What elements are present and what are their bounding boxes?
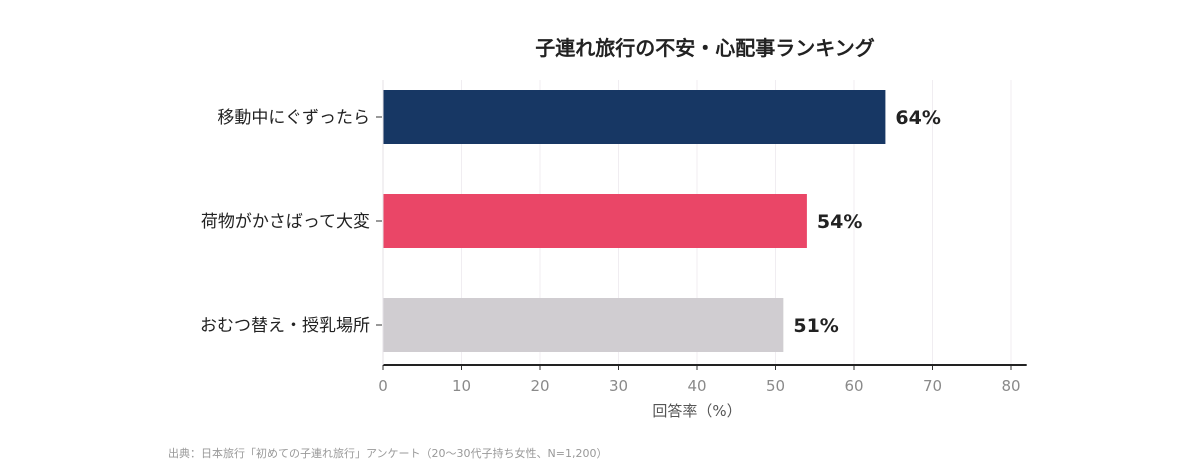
- x-tick-label: 50: [766, 377, 785, 395]
- data-label: 54%: [817, 211, 862, 233]
- category-label: 荷物がかさばって大変: [201, 212, 370, 232]
- bar: [383, 194, 807, 248]
- chart-title: 子連れ旅行の不安・心配事ランキング: [535, 36, 874, 60]
- bar: [383, 90, 886, 144]
- x-axis-label: 回答率（%）: [652, 402, 741, 420]
- x-tick-label: 0: [378, 377, 388, 395]
- category-label: 移動中にぐずったら: [217, 108, 370, 128]
- category-label: おむつ替え・授乳場所: [200, 316, 370, 336]
- x-tick-label: 20: [530, 377, 549, 395]
- data-label: 64%: [895, 107, 940, 129]
- x-tick-label: 30: [609, 377, 628, 395]
- x-tick-label: 10: [452, 377, 471, 395]
- x-tick-label: 80: [1001, 377, 1020, 395]
- x-tick-label: 70: [923, 377, 942, 395]
- x-tick-label: 60: [844, 377, 863, 395]
- bar: [383, 298, 784, 352]
- data-label: 51%: [793, 315, 838, 337]
- x-tick-label: 40: [687, 377, 706, 395]
- source-note: 出典：日本旅行「初めての子連れ旅行」アンケート（20〜30代子持ち女性、N=1,…: [168, 447, 608, 460]
